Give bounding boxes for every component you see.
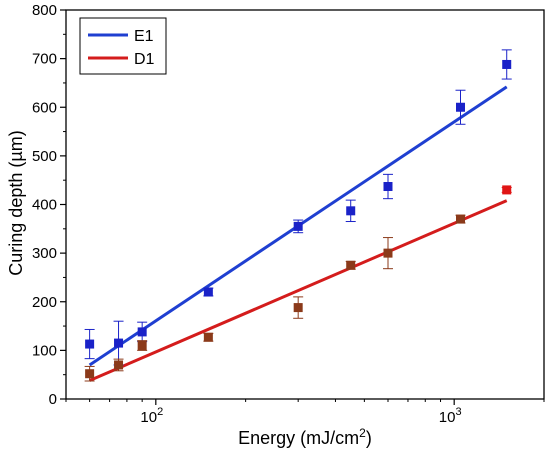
y-axis-title: Curing depth (µm) (6, 130, 26, 275)
data-point-D1-8 (502, 185, 512, 195)
legend-label-E1: E1 (134, 28, 154, 45)
data-point-D1-4 (293, 303, 303, 313)
x-axis-title-main: Energy (mJ/cm (238, 428, 359, 448)
x-tick-label-1000: 103 (439, 406, 462, 426)
y-tick-label-600: 600 (32, 99, 57, 116)
y-tick-label-700: 700 (32, 51, 57, 68)
y-tick-label-0: 0 (49, 391, 57, 408)
data-point-E1-2 (137, 327, 147, 337)
data-point-D1-1 (114, 360, 124, 370)
data-point-E1-6 (383, 182, 393, 192)
x-axis-title: Energy (mJ/cm2) (238, 426, 372, 448)
data-point-E1-5 (346, 206, 356, 216)
data-point-E1-1 (114, 338, 124, 348)
data-point-E1-4 (293, 221, 303, 231)
data-point-E1-8 (502, 59, 512, 69)
x-axis-title-end: ) (366, 428, 372, 448)
data-point-D1-7 (456, 214, 466, 224)
data-point-E1-0 (85, 339, 95, 349)
data-point-D1-0 (85, 369, 95, 379)
y-tick-label-200: 200 (32, 294, 57, 311)
fit-line-D1 (89, 199, 508, 382)
data-point-E1-7 (456, 102, 466, 112)
x-axis-title-sup: 2 (359, 426, 366, 440)
legend-box (79, 17, 167, 75)
data-point-D1-5 (346, 260, 356, 270)
y-tick-label-800: 800 (32, 2, 57, 19)
data-point-D1-6 (383, 248, 393, 258)
y-tick-label-400: 400 (32, 197, 57, 214)
data-point-E1-3 (203, 287, 213, 297)
data-point-D1-2 (137, 341, 147, 351)
data-point-D1-3 (203, 332, 213, 342)
x-tick-label-100: 102 (140, 406, 163, 426)
y-tick-label-100: 100 (32, 342, 57, 359)
y-tick-label-300: 300 (32, 245, 57, 262)
y-tick-label-500: 500 (32, 148, 57, 165)
legend-label-D1: D1 (134, 51, 155, 68)
